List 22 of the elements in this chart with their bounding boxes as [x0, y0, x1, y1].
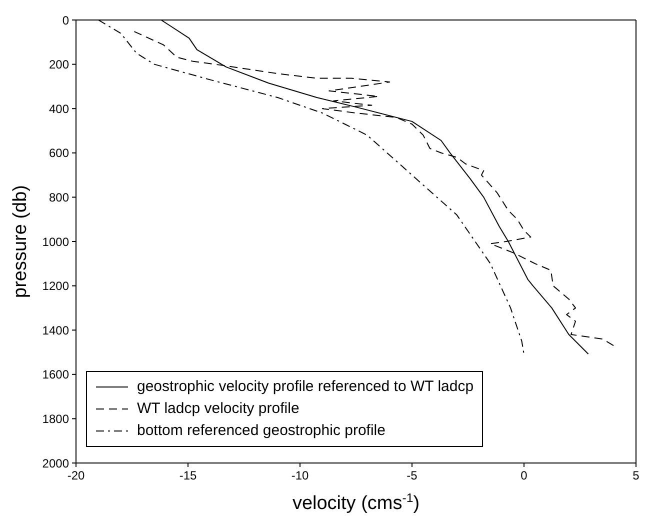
y-tick-label: 1600 — [42, 368, 70, 382]
x-tick-label: -20 — [67, 468, 85, 483]
x-axis-title: velocity (cms$^{-1}$) — [292, 491, 420, 514]
y-tick-label: 1200 — [42, 279, 70, 294]
x-tick-label: -10 — [291, 468, 309, 483]
legend-label: geostrophic velocity profile referenced to WT ladcp — [137, 377, 474, 397]
x-tick-label: 5 — [632, 468, 640, 483]
y-tick-label: 400 — [48, 102, 70, 116]
y-tick-label: 2000 — [42, 456, 70, 470]
y-tick-label: 200 — [48, 58, 70, 72]
y-axis-title: pressure (db) — [10, 185, 31, 298]
y-tick-label: 600 — [48, 146, 70, 160]
x-tick-label: -5 — [406, 468, 418, 483]
legend-label: bottom referenced geostrophic profile — [137, 421, 386, 441]
y-tick-label: 1800 — [42, 412, 70, 426]
legend-label: WT ladcp velocity profile — [137, 399, 300, 419]
x-tick-label: -15 — [179, 468, 197, 483]
y-tick-label: 800 — [48, 190, 70, 204]
y-tick-label: 1400 — [42, 323, 70, 338]
x-tick-label: 0 — [520, 468, 528, 483]
y-tick-label: 1000 — [42, 234, 70, 249]
y-tick-label: 0 — [62, 13, 70, 28]
